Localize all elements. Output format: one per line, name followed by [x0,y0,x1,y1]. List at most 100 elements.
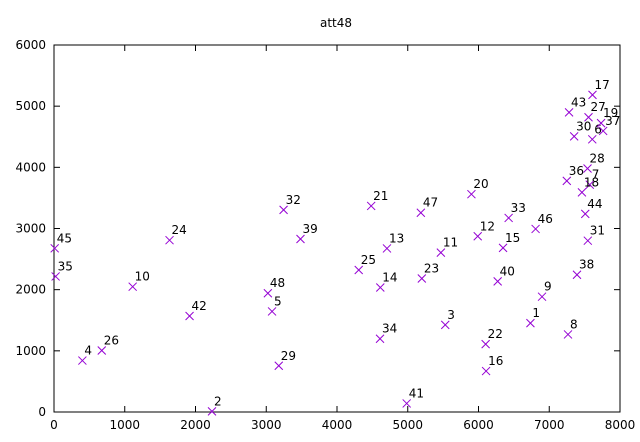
y-tick-label: 6000 [15,38,46,52]
x-tick-label: 0 [50,418,58,432]
data-point: 15 [498,231,520,253]
data-point: 11 [436,236,458,257]
data-point: 44 [580,197,603,219]
data-point: 43 [564,95,586,117]
point-label: 22 [488,327,503,341]
data-point: 13 [382,231,404,253]
point-label: 25 [361,253,376,267]
point-label: 48 [270,276,285,290]
data-point: 23 [417,262,439,283]
data-point: 34 [375,322,397,344]
x-tick-label: 6000 [463,418,494,432]
point-label: 30 [576,119,591,133]
point-label: 32 [286,193,301,207]
point-label: 43 [571,95,586,109]
point-label: 29 [281,349,296,363]
point-label: 47 [423,196,438,210]
data-point: 18 [577,175,599,197]
y-tick-label: 0 [38,405,46,419]
point-label: 7 [592,168,600,182]
data-point: 6 [587,122,602,144]
point-label: 13 [389,231,404,245]
data-point: 29 [274,349,296,371]
data-points: 1234567891011121314151617181920212223242… [50,78,620,416]
point-label: 23 [424,262,439,276]
x-tick-label: 1000 [109,418,140,432]
point-label: 1 [532,306,540,320]
data-point: 22 [481,327,503,349]
data-point: 45 [50,231,72,253]
data-point: 8 [563,317,578,339]
point-label: 15 [505,231,520,245]
data-point: 2 [207,394,222,416]
data-point: 33 [504,201,526,223]
data-point: 47 [416,196,438,218]
point-label: 36 [569,164,584,178]
point-label: 24 [172,223,187,237]
point-label: 11 [443,236,458,250]
data-point: 37 [598,114,620,136]
point-label: 40 [500,264,515,278]
point-label: 4 [84,344,92,358]
point-label: 46 [538,212,553,226]
point-label: 2 [214,394,222,408]
point-label: 41 [409,386,424,400]
x-tick-label: 2000 [180,418,211,432]
data-point: 7 [585,168,600,190]
point-label: 6 [594,122,602,136]
point-label: 16 [488,354,503,368]
point-label: 19 [603,106,618,120]
data-point: 19 [596,106,618,128]
chart-title: att48 [320,16,352,30]
data-point: 32 [279,193,301,215]
point-label: 9 [544,280,552,294]
point-label: 38 [579,258,594,272]
data-point: 36 [562,164,584,186]
data-point: 25 [354,253,376,275]
point-label: 26 [104,333,119,347]
data-point: 12 [473,219,495,241]
point-label: 33 [511,201,526,215]
x-tick-label: 4000 [322,418,353,432]
point-label: 45 [57,231,72,245]
data-point: 16 [481,354,503,376]
point-label: 44 [587,197,602,211]
data-point: 24 [165,223,187,245]
point-label: 35 [58,259,73,273]
data-point: 1 [526,306,540,328]
y-tick-label: 3000 [15,222,46,236]
data-point: 4 [78,344,92,365]
point-label: 21 [373,189,388,203]
data-point: 5 [267,294,282,316]
data-point: 46 [531,212,553,234]
y-tick-label: 1000 [15,344,46,358]
y-tick-label: 4000 [15,160,46,174]
point-label: 27 [591,100,606,114]
point-label: 12 [480,219,495,233]
point-label: 3 [447,308,455,322]
data-point: 14 [375,271,398,292]
data-point: 38 [572,258,594,280]
point-label: 20 [473,177,488,191]
point-label: 39 [302,222,317,236]
data-point: 26 [97,333,119,355]
point-label: 18 [584,175,599,189]
y-tick-label: 2000 [15,283,46,297]
data-point: 3 [440,308,455,330]
data-point: 20 [467,177,489,199]
point-label: 10 [135,270,150,284]
data-point: 10 [128,270,150,292]
data-point: 31 [583,224,605,246]
data-point: 41 [402,386,424,408]
y-tick-label: 5000 [15,99,46,113]
data-point: 30 [569,119,591,141]
data-point: 35 [51,259,73,281]
point-label: 8 [570,317,578,331]
point-label: 28 [590,151,605,165]
data-point: 17 [588,78,610,100]
data-point: 48 [263,276,285,298]
x-tick-label: 5000 [392,418,423,432]
axis-ticks: 0 1000 2000 3000 4000 5000 6000 7000 8000 0 1000 20… [15,38,635,432]
x-tick-label: 8000 [605,418,636,432]
